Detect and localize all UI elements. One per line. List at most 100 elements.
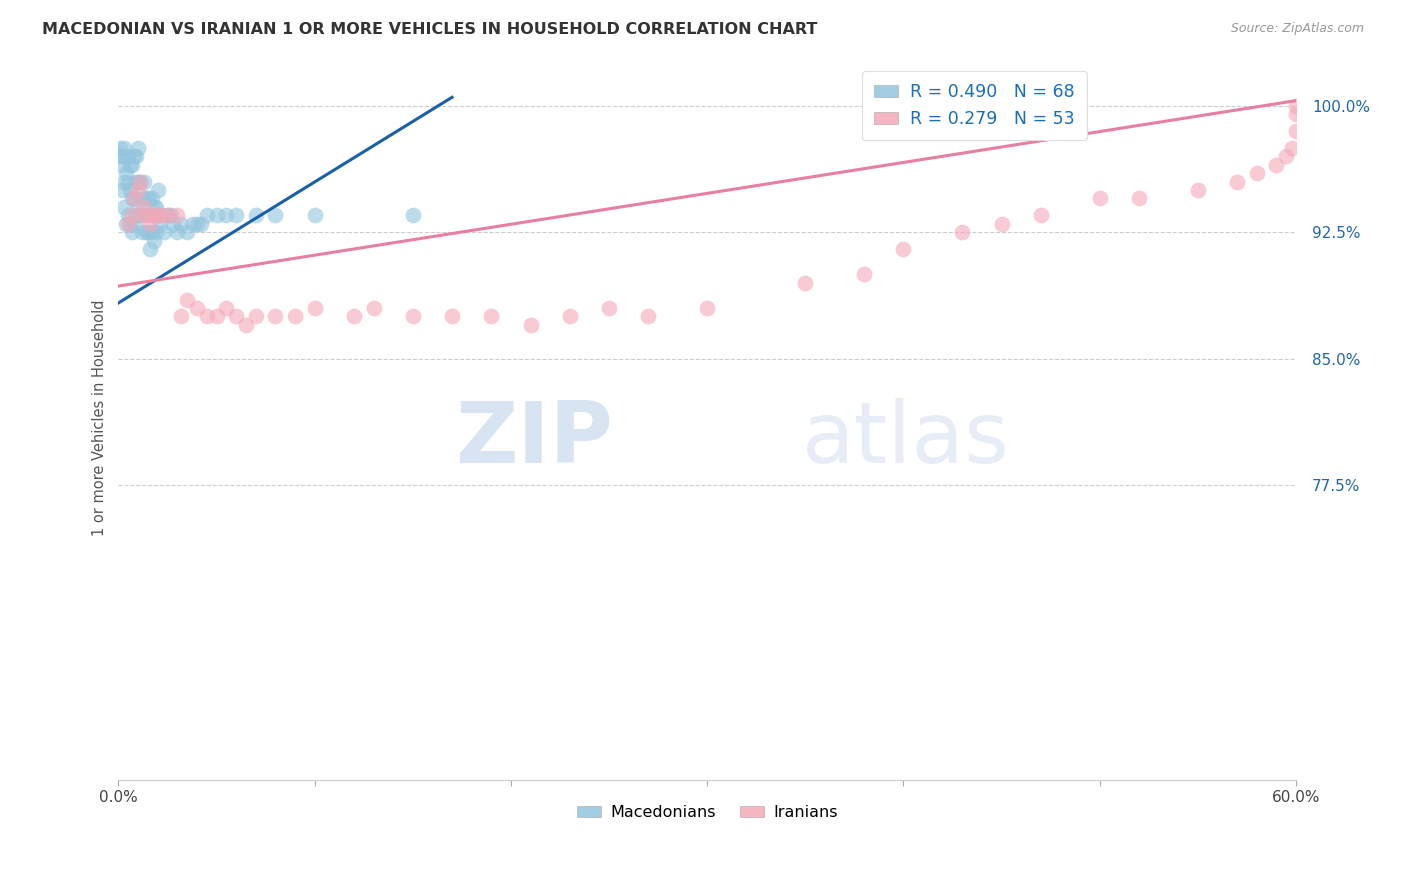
Point [794,276,817,290]
Point [142,208,165,222]
Point [149,217,172,231]
Point [122,217,145,231]
Point [125,208,148,222]
Point [121,158,143,172]
Point [112,200,135,214]
Point [195,208,218,222]
Point [264,310,287,324]
Point [136,225,159,239]
Point [122,191,145,205]
Point [950,225,973,239]
Point [112,141,135,155]
Point [1285,107,1308,121]
Point [215,301,238,315]
Point [598,301,620,315]
Point [145,225,167,239]
Point [132,175,155,189]
Text: ZIP: ZIP [456,398,613,481]
Point [117,217,139,231]
Point [205,208,228,222]
Point [205,310,228,324]
Point [110,149,132,163]
Point [129,208,152,222]
Text: atlas: atlas [801,398,1010,481]
Point [186,217,208,231]
Point [141,191,163,205]
Point [225,310,247,324]
Point [117,149,139,163]
Point [284,310,307,324]
Point [139,208,162,222]
Point [131,191,153,205]
Point [131,225,153,239]
Point [1275,149,1298,163]
Point [135,191,157,205]
Point [1088,191,1111,205]
Point [131,208,153,222]
Point [1285,124,1308,138]
Point [115,166,138,180]
Point [176,293,198,307]
Point [142,234,165,248]
Point [1187,183,1209,197]
Point [1285,99,1308,113]
Legend: Macedonians, Iranians: Macedonians, Iranians [571,798,844,826]
Point [696,301,718,315]
Y-axis label: 1 or more Vehicles in Household: 1 or more Vehicles in Household [93,300,107,536]
Point [111,158,134,172]
Point [120,158,142,172]
Point [893,242,915,256]
Point [127,141,149,155]
Point [170,310,193,324]
Point [121,225,143,239]
Point [990,217,1012,231]
Point [132,200,155,214]
Point [479,310,502,324]
Point [150,208,173,222]
Point [141,225,163,239]
Point [245,310,267,324]
Point [363,301,385,315]
Point [343,310,366,324]
Point [150,208,173,222]
Point [1029,208,1052,222]
Point [162,217,184,231]
Point [160,208,183,222]
Point [264,208,287,222]
Point [110,141,132,155]
Point [156,208,179,222]
Point [146,183,169,197]
Point [117,208,139,222]
Point [152,225,174,239]
Text: MACEDONIAN VS IRANIAN 1 OR MORE VEHICLES IN HOUSEHOLD CORRELATION CHART: MACEDONIAN VS IRANIAN 1 OR MORE VEHICLES… [42,22,817,37]
Point [139,242,162,256]
Point [195,310,218,324]
Point [142,200,165,214]
Point [181,217,204,231]
Point [637,310,659,324]
Point [135,225,157,239]
Point [304,208,326,222]
Point [1281,141,1303,155]
Point [519,318,541,332]
Point [1265,158,1288,172]
Point [127,175,149,189]
Point [121,208,143,222]
Point [1128,191,1150,205]
Point [125,175,148,189]
Point [558,310,581,324]
Text: Source: ZipAtlas.com: Source: ZipAtlas.com [1230,22,1364,36]
Point [121,191,143,205]
Point [122,191,145,205]
Point [402,208,425,222]
Point [441,310,464,324]
Point [125,149,148,163]
Point [166,208,188,222]
Point [145,200,167,214]
Point [129,175,152,189]
Point [136,208,159,222]
Point [186,301,208,315]
Point [1246,166,1268,180]
Point [129,175,152,189]
Point [127,183,149,197]
